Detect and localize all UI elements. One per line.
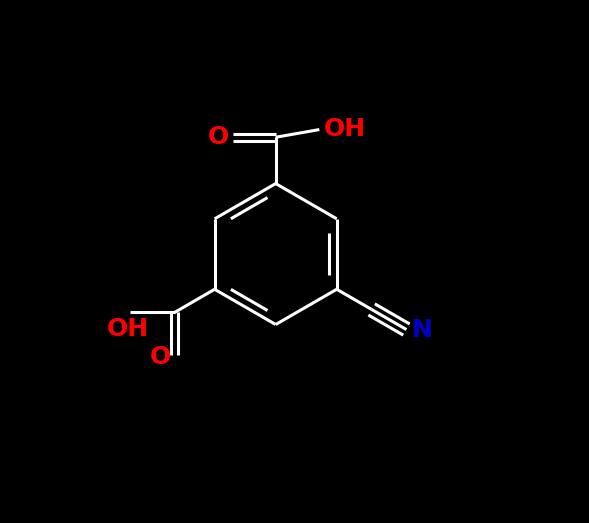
Text: N: N [411, 319, 432, 343]
Text: OH: OH [323, 117, 365, 141]
Text: O: O [207, 126, 229, 149]
Text: O: O [149, 345, 171, 369]
Text: OH: OH [107, 317, 149, 342]
